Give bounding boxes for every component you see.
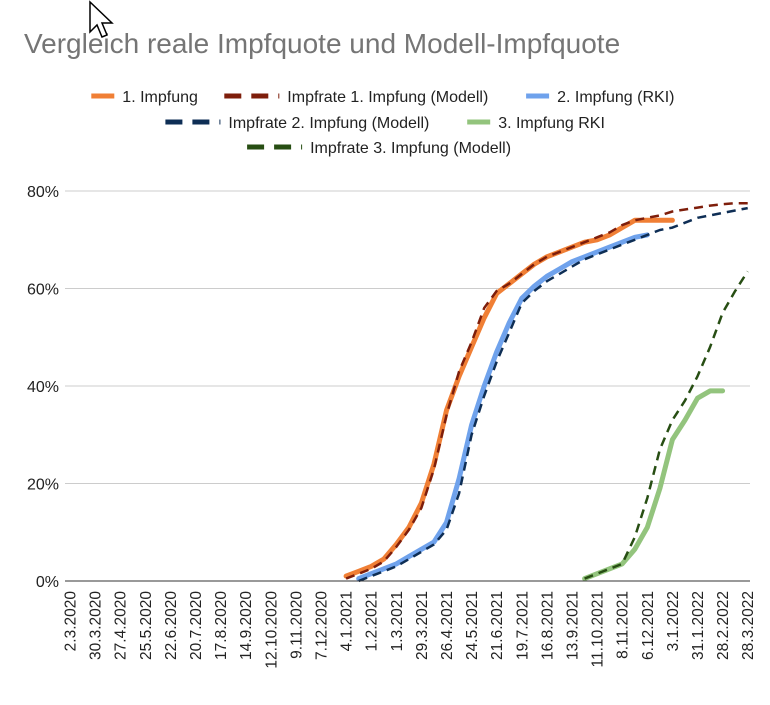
x-tick-label: 19.7.2021 <box>514 591 531 660</box>
series-line-5 <box>582 388 726 582</box>
series-line-1 <box>343 217 675 579</box>
x-tick-label: 16.8.2021 <box>539 591 556 660</box>
x-tick-label: 24.5.2021 <box>464 591 481 660</box>
chart-title: Vergleich reale Impfquote und Modell-Imp… <box>24 28 620 59</box>
x-tick-label: 11.10.2021 <box>590 591 607 667</box>
series-lines <box>343 201 749 583</box>
legend-label: 1. Impfung <box>122 89 198 106</box>
y-tick-label: 40% <box>27 379 59 396</box>
legend-label: 2. Impfung (RKI) <box>557 89 674 106</box>
x-tick-label: 9.11.2020 <box>288 591 305 659</box>
x-tick-label: 7.12.2020 <box>314 591 331 660</box>
legend: 1. Impfung Impfrate 1. Impfung (Modell) 2.… <box>91 89 674 157</box>
x-tick-label: 1.2.2021 <box>364 591 381 651</box>
x-tick-label: 27.4.2020 <box>113 591 130 660</box>
y-tick-label: 60% <box>27 282 59 299</box>
x-tick-label: 31.1.2022 <box>690 591 707 660</box>
x-tick-label: 4.1.2021 <box>339 591 356 651</box>
series-line-6 <box>584 270 749 580</box>
x-tick-label: 25.5.2020 <box>138 591 155 660</box>
x-tick-label: 21.6.2021 <box>489 591 506 660</box>
x-tick-label: 17.8.2020 <box>213 591 230 660</box>
x-tick-label: 2.3.2020 <box>63 591 80 652</box>
legend-label: Impfrate 1. Impfung (Modell) <box>287 89 488 106</box>
x-tick-label: 22.6.2020 <box>163 591 180 660</box>
series-line-3 <box>356 232 650 582</box>
y-axis-ticks: 0% 20% 40% 60% 80% <box>27 184 59 591</box>
gridlines <box>65 190 750 484</box>
legend-label: Impfrate 3. Impfung (Modell) <box>310 140 511 157</box>
legend-label: 3. Impfung RKI <box>498 115 605 132</box>
x-tick-label: 13.9.2021 <box>565 591 582 660</box>
x-tick-label: 12.10.2020 <box>263 591 280 669</box>
legend-label: Impfrate 2. Impfung (Modell) <box>228 115 429 132</box>
x-tick-label: 20.7.2020 <box>188 591 205 660</box>
y-tick-label: 80% <box>27 184 59 201</box>
x-tick-label: 3.1.2022 <box>665 591 682 651</box>
x-tick-label: 30.3.2020 <box>88 591 105 660</box>
x-tick-label: 28.2.2022 <box>715 591 732 660</box>
x-tick-label: 26.4.2021 <box>439 591 456 660</box>
x-tick-label: 28.3.2022 <box>740 591 757 660</box>
x-tick-label: 6.12.2021 <box>640 591 657 660</box>
y-tick-label: 20% <box>27 477 59 494</box>
x-tick-label: 1.3.2021 <box>389 591 406 651</box>
x-tick-label: 29.3.2021 <box>414 591 431 660</box>
x-tick-label: 8.11.2021 <box>615 591 632 659</box>
series-line-4 <box>358 206 748 583</box>
y-tick-label: 0% <box>36 574 59 591</box>
x-tick-label: 14.9.2020 <box>238 591 255 660</box>
series-line-2 <box>345 201 748 580</box>
x-axis-ticks: 2.3.2020 30.3.2020 27.4.2020 25.5.2020 22.6.… <box>63 591 758 669</box>
